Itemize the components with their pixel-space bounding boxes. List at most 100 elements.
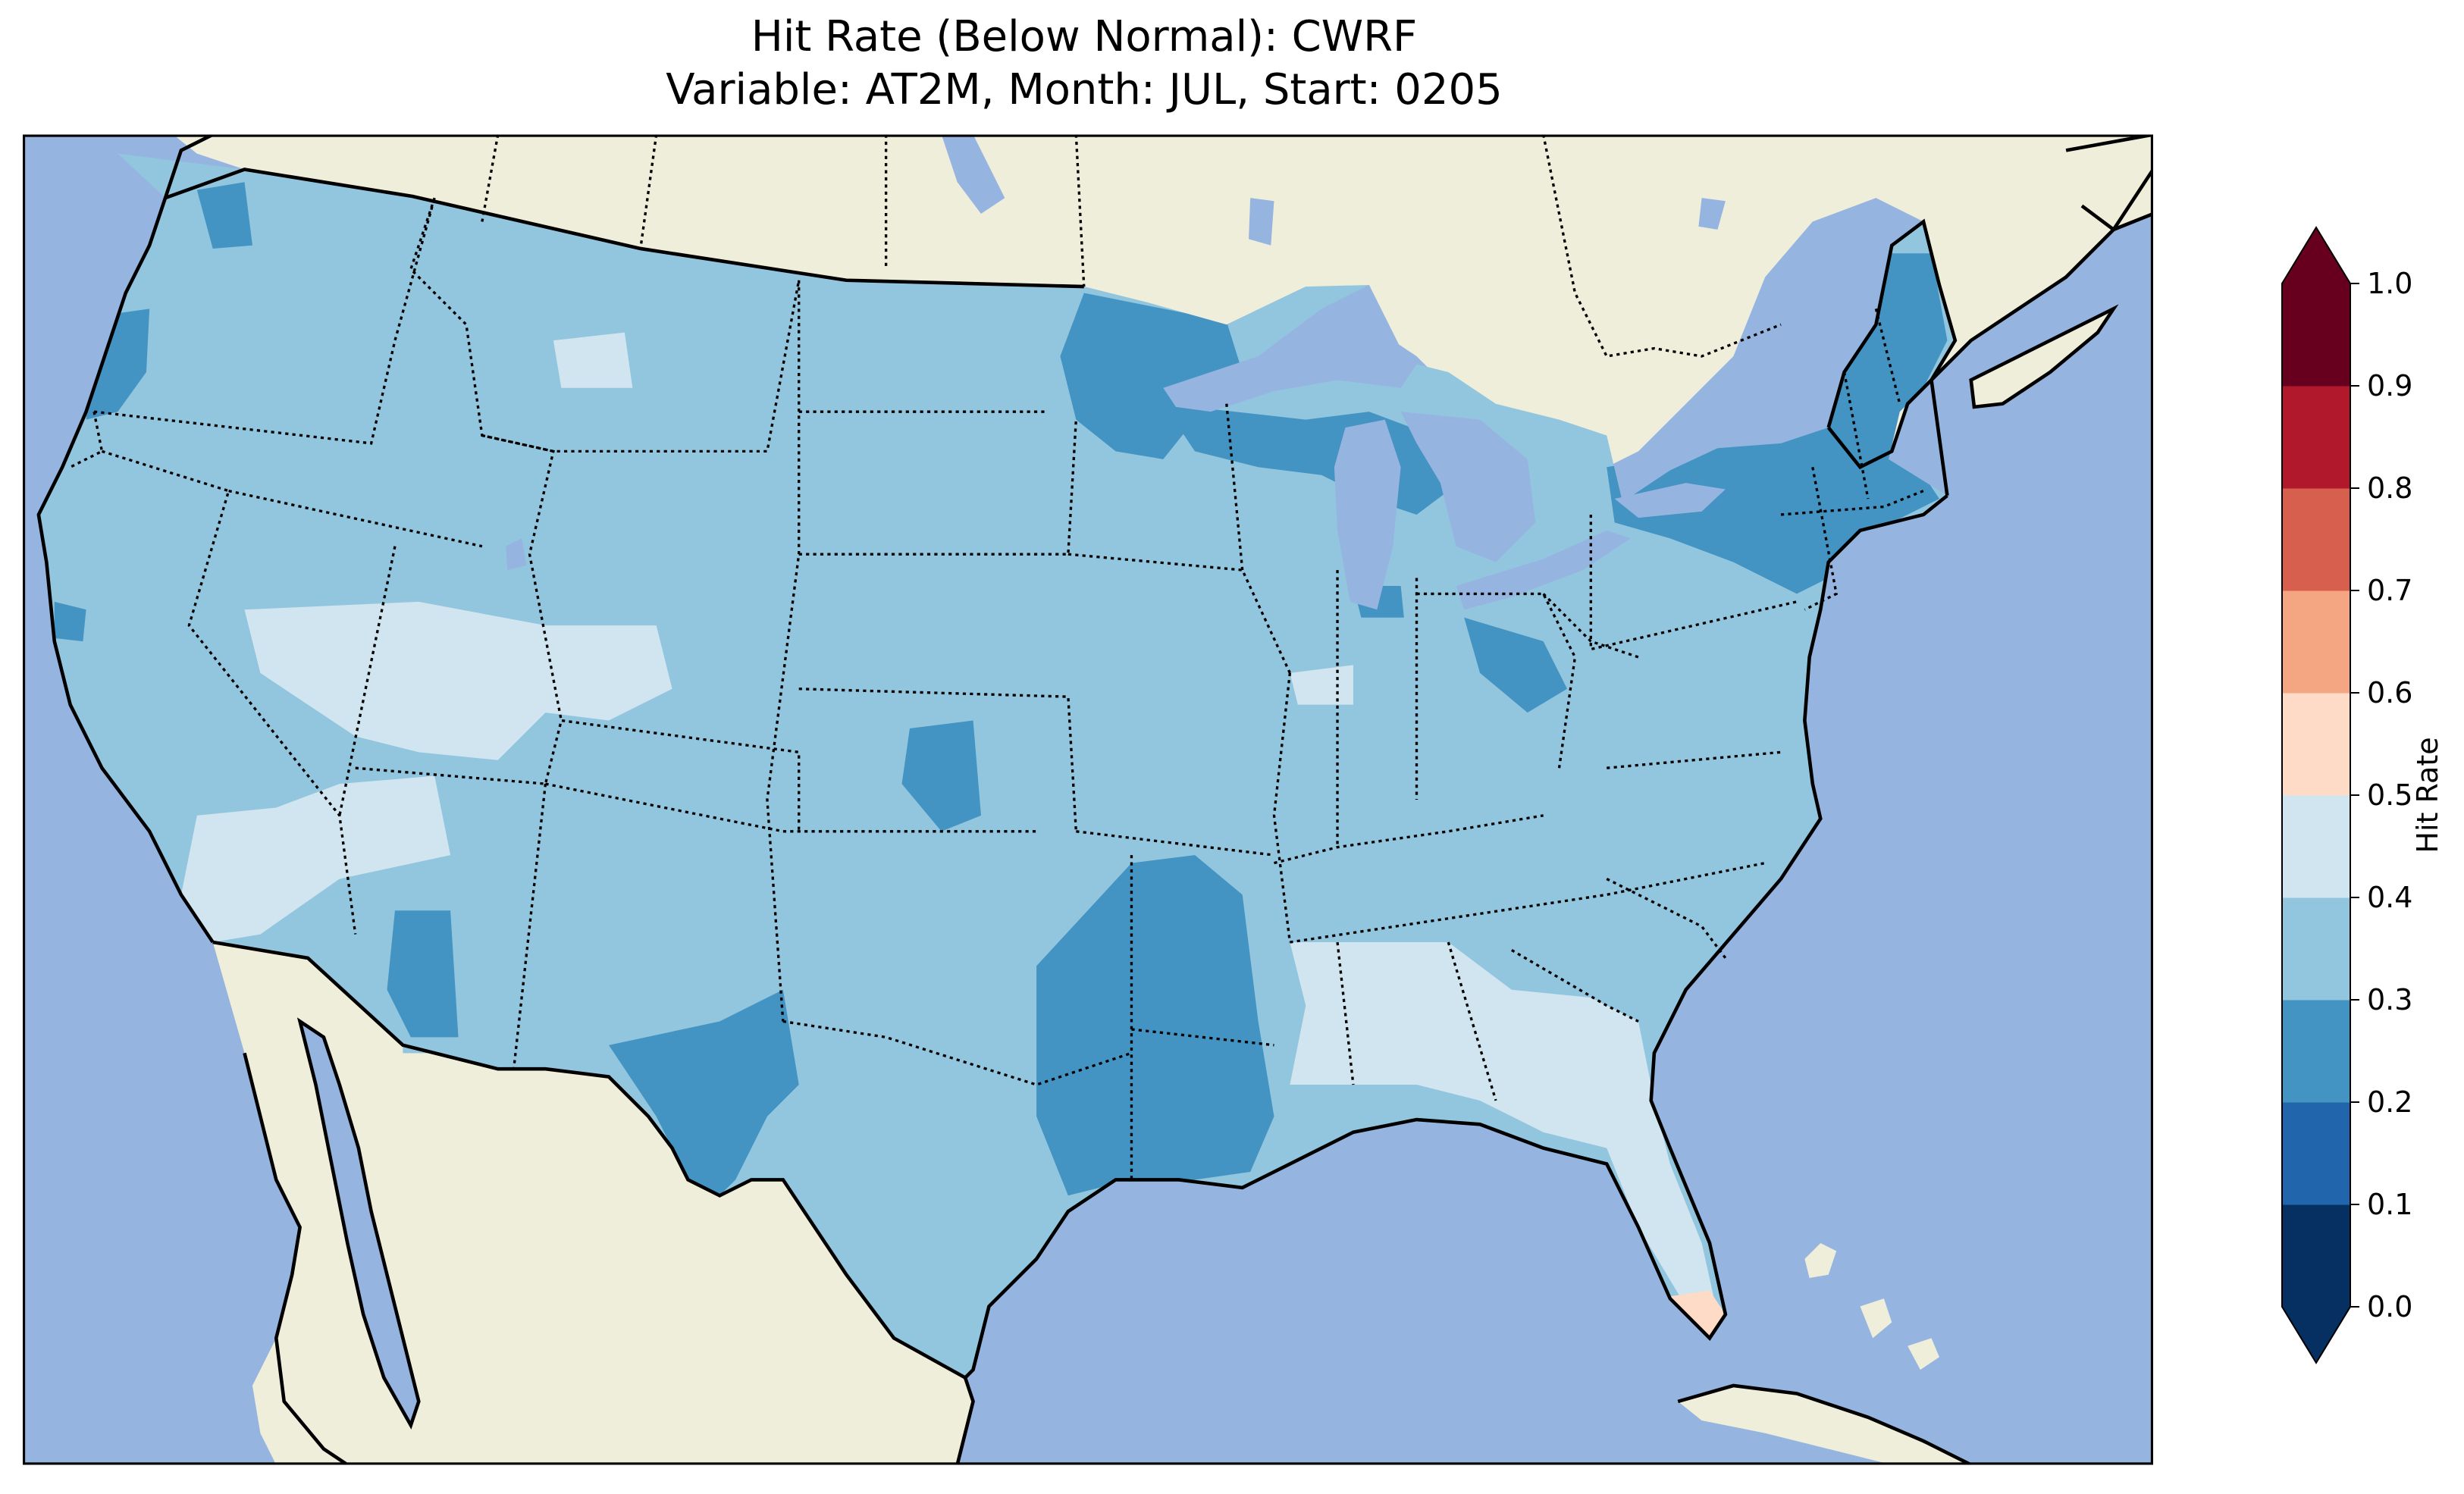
region-hit-rate-0.2-0.3 <box>1060 293 1243 459</box>
title-line-2: Variable: AT2M, Month: JUL, Start: 0205 <box>666 65 1503 114</box>
state-borders-layer <box>69 197 1924 1180</box>
colorbar-bin <box>2282 1204 2350 1308</box>
lakes-layer <box>506 134 1726 610</box>
colorbar-label: Hit Rate <box>2411 737 2444 853</box>
colorbar-bin <box>2282 590 2350 694</box>
colorbar-bin <box>2282 693 2350 796</box>
canada-land <box>173 134 2153 500</box>
canada-coastline <box>1826 168 2153 470</box>
colorbar-tick-label: 0.3 <box>2367 983 2412 1016</box>
colorbar-tick-label: 0.8 <box>2367 471 2412 505</box>
canada-province-border <box>639 134 658 249</box>
newfoundland-coastline <box>2065 134 2153 232</box>
nova-scotia-land <box>1970 309 2114 407</box>
state-border <box>1336 941 1355 1085</box>
region-hit-rate-0.2-0.3 <box>1036 855 1274 1196</box>
canada-province-border <box>481 134 500 222</box>
colorbar-tick-label: 0.0 <box>2367 1290 2412 1323</box>
state-border <box>228 489 483 548</box>
map-panel <box>23 134 2153 1465</box>
lake-superior <box>1163 285 1417 412</box>
state-border <box>545 782 1037 833</box>
lake-ontario <box>1614 483 1726 518</box>
state-border <box>1842 371 1870 500</box>
colorbar-tick-label: 0.4 <box>2367 881 2412 914</box>
state-border <box>1607 750 1782 769</box>
canadian-lake <box>1249 198 1274 246</box>
region-hit-rate-0.4-0.5 <box>1290 942 1718 1314</box>
gulf-of-california-water <box>299 1021 419 1426</box>
state-border <box>782 1019 1132 1086</box>
state-border <box>1447 941 1497 1101</box>
mexico-gulf-coastline <box>955 1377 975 1465</box>
northeast-coastline <box>1826 218 1958 496</box>
colorbar-bin <box>2282 795 2350 898</box>
baja-land <box>244 1053 411 1465</box>
colorbar-tick-label: 0.6 <box>2367 676 2412 709</box>
nova-scotia-coastline <box>1969 304 2119 409</box>
colorbar-extend-min-triangle <box>2282 1307 2350 1363</box>
colorbar-tick-label: 1.0 <box>2367 267 2412 300</box>
state-border <box>355 719 801 832</box>
bahamas-island <box>1804 1242 1837 1278</box>
state-border <box>101 449 357 935</box>
colorbar-bin <box>2282 386 2350 489</box>
state-border <box>1076 830 1274 857</box>
state-border <box>1542 593 1639 659</box>
colorbar-bins <box>2282 283 2350 1308</box>
region-hit-rate-0.2-0.3 <box>54 601 86 642</box>
region-hit-rate-0.4-0.5 <box>553 332 633 388</box>
great-salt-lake <box>506 538 527 571</box>
region-hit-rate-0.2-0.3 <box>901 720 981 832</box>
colorbar-extend-max-triangle <box>2282 227 2350 283</box>
country-borders-layer <box>481 134 1782 358</box>
colorbar-tick-label: 0.1 <box>2367 1188 2412 1221</box>
colorbar-bin <box>2282 488 2350 591</box>
colorbar-tick-label: 0.7 <box>2367 574 2412 607</box>
colorbar-ticks: 0.0 0.1 0.2 0.3 0.4 0.5 0.6 0.7 0.8 0.9 1.0 <box>2350 267 2412 1323</box>
cuba-coastline <box>1677 1383 1972 1465</box>
state-border <box>1290 861 1766 944</box>
state-border <box>1874 308 1901 405</box>
cuba-land <box>1678 1386 1971 1465</box>
bahamas-island <box>1908 1338 1939 1370</box>
region-hit-rate-0.2-0.3 <box>196 182 252 249</box>
state-border <box>798 687 1077 832</box>
region-hit-rate-0.2-0.3 <box>387 910 459 1038</box>
state-border <box>338 546 397 816</box>
state-border <box>1274 814 1544 865</box>
region-hit-rate-0.2-0.3 <box>1464 617 1567 713</box>
colorbar-tick-label: 0.9 <box>2367 369 2412 402</box>
figure-title: Hit Rate (Below Normal): CWRF Variable: … <box>0 11 2168 117</box>
state-border <box>1067 553 1291 674</box>
colorbar: 0.0 0.1 0.2 0.3 0.4 0.5 0.6 0.7 0.8 0.9 1.0 Hit Ra… <box>2281 226 2444 1364</box>
colorbar-bin <box>2282 1102 2350 1205</box>
lake-erie <box>1456 530 1631 610</box>
state-border <box>1589 514 1798 651</box>
title-line-1: Hit Rate (Below Normal): CWRF <box>751 12 1418 61</box>
coastline-layer <box>36 134 2153 1465</box>
region-hit-rate-0.4-0.5 <box>244 601 672 760</box>
colorbar-bin <box>2282 283 2350 387</box>
map-frame <box>23 134 2153 1465</box>
state-border <box>512 783 547 1070</box>
state-border <box>1272 672 1292 943</box>
us-mexico-border <box>212 940 967 1380</box>
colorbar-bin <box>2282 897 2350 1001</box>
region-hit-rate-0.2-0.3 <box>609 989 799 1196</box>
west-coastline <box>36 134 215 944</box>
state-border <box>1511 949 1639 1023</box>
canadian-lake <box>1698 198 1726 230</box>
bahamas-island <box>1860 1298 1892 1339</box>
state-border <box>93 197 436 445</box>
canadian-lake <box>941 134 1005 214</box>
state-border <box>481 434 563 721</box>
baja-coastline <box>243 1052 349 1465</box>
region-hit-rate-0.4-0.5 <box>1290 665 1353 705</box>
lake-michigan <box>1334 419 1401 610</box>
colorbar-tick-label: 0.5 <box>2367 778 2412 812</box>
colorbar-bin <box>2282 1000 2350 1103</box>
gulf-coastline <box>964 494 1948 1380</box>
us-canada-border <box>165 168 1084 289</box>
state-border <box>798 419 1077 556</box>
